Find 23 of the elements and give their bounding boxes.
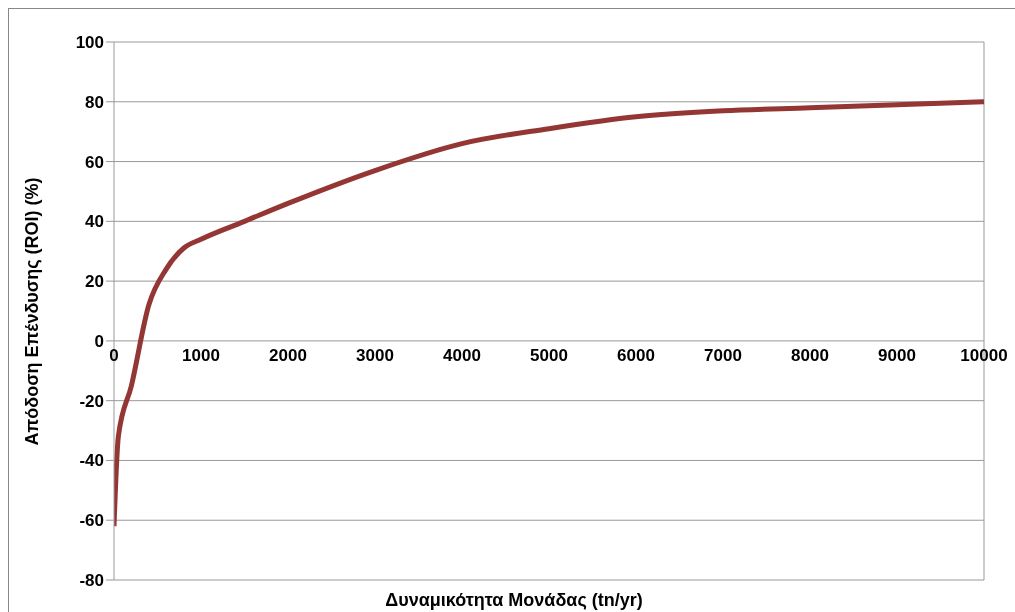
x-tick-label: 7000 bbox=[704, 346, 742, 366]
y-tick-label: -40 bbox=[79, 451, 104, 471]
x-tick-label: 9000 bbox=[878, 346, 916, 366]
x-axis-title: Δυναμικότητα Μονάδας (tn/yr) bbox=[384, 590, 644, 611]
x-tick-label: 8000 bbox=[791, 346, 829, 366]
y-tick-label: -60 bbox=[79, 511, 104, 531]
x-tick-label: 4000 bbox=[443, 346, 481, 366]
x-tick-label: 3000 bbox=[356, 346, 394, 366]
x-tick-label: 1000 bbox=[182, 346, 220, 366]
y-tick-label: -20 bbox=[79, 391, 104, 411]
y-tick-label: 0 bbox=[94, 331, 104, 351]
y-tick-label: 80 bbox=[85, 92, 104, 112]
y-tick-label: 60 bbox=[85, 152, 104, 172]
x-tick-label: 6000 bbox=[617, 346, 655, 366]
x-tick-label: 5000 bbox=[530, 346, 568, 366]
y-tick-label: 20 bbox=[85, 272, 104, 292]
x-tick-label: 2000 bbox=[269, 346, 307, 366]
y-axis-title: Απόδοση Επένδυσης (ROI) (%) bbox=[22, 177, 44, 446]
y-tick-label: 40 bbox=[85, 212, 104, 232]
y-tick-label: 100 bbox=[75, 33, 104, 53]
y-tick-label: -80 bbox=[79, 571, 104, 591]
x-tick-label: 10000 bbox=[960, 346, 1008, 366]
x-tick-label: 0 bbox=[109, 346, 119, 366]
